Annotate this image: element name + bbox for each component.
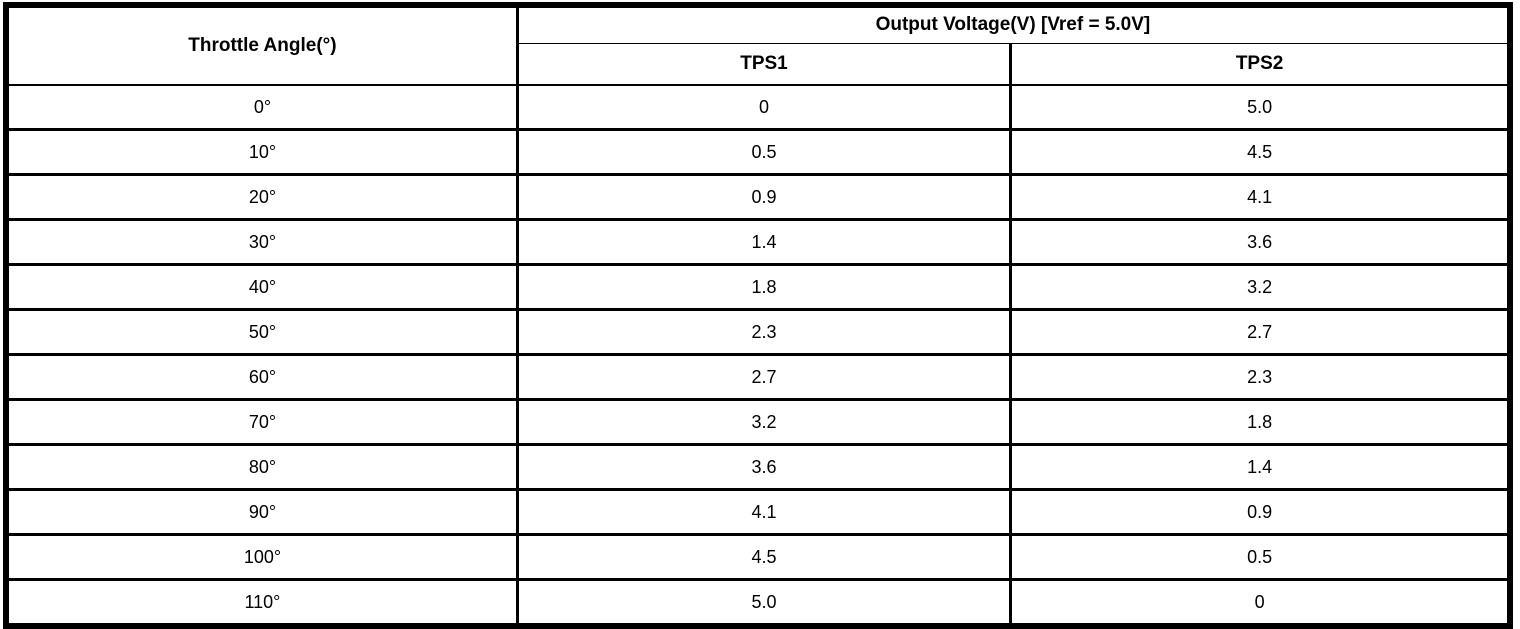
table-row: 0° 0 5.0 xyxy=(4,84,1512,131)
tps2-cell: 3.6 xyxy=(1009,218,1512,266)
tps2-cell: 2.7 xyxy=(1009,308,1512,356)
header-sub-row: TPS1 TPS2 xyxy=(6,42,1512,86)
tps2-cell: 1.4 xyxy=(1009,443,1512,491)
angle-cell: 70° xyxy=(4,398,519,446)
angle-cell: 100° xyxy=(4,533,519,581)
tps-voltage-table: Throttle Angle(°) Output Voltage(V) [Vre… xyxy=(3,2,1513,629)
tps1-cell: 3.2 xyxy=(515,398,1013,446)
tps2-cell: 0.5 xyxy=(1009,533,1512,581)
throttle-angle-header: Throttle Angle(°) xyxy=(4,5,519,86)
tps1-cell: 5.0 xyxy=(515,578,1013,628)
angle-cell: 40° xyxy=(4,263,519,311)
tps2-cell: 0 xyxy=(1009,578,1512,628)
tps1-cell: 3.6 xyxy=(515,443,1013,491)
tps2-cell: 2.3 xyxy=(1009,353,1512,401)
angle-cell: 90° xyxy=(4,488,519,536)
tps2-cell: 4.5 xyxy=(1009,128,1512,176)
angle-cell: 10° xyxy=(4,128,519,176)
table-row: 110° 5.0 0 xyxy=(4,578,1512,628)
angle-cell: 20° xyxy=(4,173,519,221)
tps1-cell: 0.5 xyxy=(515,128,1013,176)
tps1-cell: 4.1 xyxy=(515,488,1013,536)
header-group-row: Throttle Angle(°) Output Voltage(V) [Vre… xyxy=(4,5,1512,86)
angle-cell: 80° xyxy=(4,443,519,491)
table-row: 50° 2.3 2.7 xyxy=(4,308,1512,356)
tps1-cell: 2.3 xyxy=(515,308,1013,356)
table-row: 60° 2.7 2.3 xyxy=(4,353,1512,401)
angle-cell: 50° xyxy=(4,308,519,356)
table-row: 100° 4.5 0.5 xyxy=(4,533,1512,581)
tps2-cell: 5.0 xyxy=(1009,84,1512,131)
table-row: 10° 0.5 4.5 xyxy=(4,128,1512,176)
angle-cell: 0° xyxy=(4,84,519,131)
tps1-cell: 1.4 xyxy=(515,218,1013,266)
angle-cell: 30° xyxy=(4,218,519,266)
angle-cell: 110° xyxy=(4,578,519,628)
tps1-cell: 0.9 xyxy=(515,173,1013,221)
table-row: 30° 1.4 3.6 xyxy=(4,218,1512,266)
tps1-column-header: TPS1 xyxy=(515,42,1013,86)
table-row: 70° 3.2 1.8 xyxy=(4,398,1512,446)
tps2-cell: 1.8 xyxy=(1009,398,1512,446)
table-row: 90° 4.1 0.9 xyxy=(4,488,1512,536)
tps1-cell: 0 xyxy=(515,84,1013,131)
angle-cell: 60° xyxy=(4,353,519,401)
table-row: 40° 1.8 3.2 xyxy=(4,263,1512,311)
tps1-cell: 4.5 xyxy=(515,533,1013,581)
tps2-cell: 0.9 xyxy=(1009,488,1512,536)
output-voltage-group-header: Output Voltage(V) [Vref = 5.0V] xyxy=(515,5,1512,44)
tps1-cell: 1.8 xyxy=(515,263,1013,311)
table-row: 80° 3.6 1.4 xyxy=(4,443,1512,491)
tps2-column-header: TPS2 xyxy=(1009,42,1512,86)
tps2-cell: 4.1 xyxy=(1009,173,1512,221)
tps1-cell: 2.7 xyxy=(515,353,1013,401)
table-row: 20° 0.9 4.1 xyxy=(4,173,1512,221)
tps2-cell: 3.2 xyxy=(1009,263,1512,311)
document-page: Throttle Angle(°) Output Voltage(V) [Vre… xyxy=(3,2,1513,629)
